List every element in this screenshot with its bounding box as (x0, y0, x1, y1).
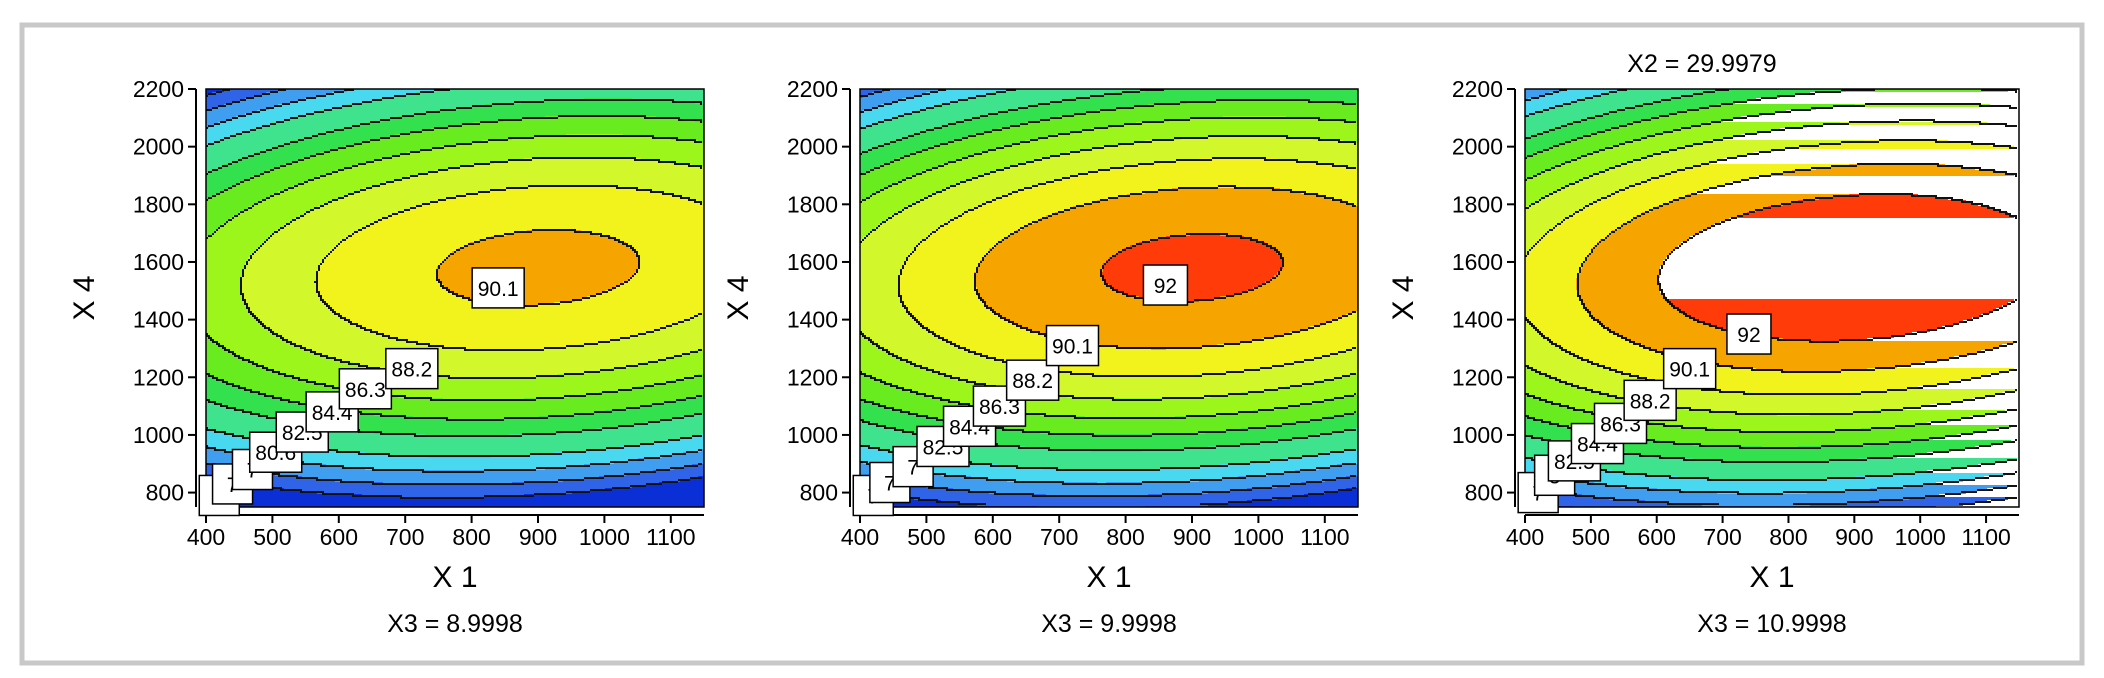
global-title: X2 = 29.9979 (1627, 50, 1776, 78)
x-tick-label-2-5: 900 (1173, 524, 1211, 550)
x-tick-label-3-7: 1100 (1961, 524, 2010, 550)
y-tick-label-2-7: 2200 (787, 76, 838, 102)
y-axis-label-1: X 4 (68, 275, 101, 320)
x-tick-label-2-2: 600 (974, 524, 1012, 550)
contour-label-3-7: 92 (1726, 313, 1772, 355)
y-tick-label-3-7: 2200 (1452, 76, 1503, 102)
y-tick-label-1-1: 1000 (133, 422, 184, 448)
y-tick-label-2-6: 2000 (787, 134, 838, 160)
contour-label-1-7: 88.2 (385, 347, 439, 390)
svg-text:90.1: 90.1 (478, 278, 519, 301)
y-tick-label-1-4: 1600 (133, 249, 184, 275)
y-axis-label-3: X 4 (1387, 275, 1420, 320)
y-tick-label-2-0: 800 (800, 480, 838, 506)
x-tick-label-3-5: 900 (1835, 524, 1873, 550)
y-tick-label-3-6: 2000 (1452, 134, 1503, 160)
x-tick-label-2-0: 400 (841, 524, 879, 550)
y-tick-label-1-5: 1800 (133, 191, 184, 217)
y-tick-label-3-4: 1600 (1452, 249, 1503, 275)
x-axis-label-2: X 1 (1086, 561, 1131, 594)
y-tick-label-1-7: 2200 (133, 76, 184, 102)
y-tick-label-3-0: 800 (1465, 480, 1503, 506)
y-tick-label-3-3: 1400 (1452, 307, 1503, 333)
plot-border-1 (205, 88, 705, 508)
contour-panel-1: 800 1000 1200 1400 1600 1800 2000 2200 400 500 600… (68, 76, 705, 638)
y-axis-label-2: X 4 (722, 275, 755, 320)
x-tick-label-3-2: 600 (1638, 524, 1676, 550)
x-tick-label-2-4: 800 (1106, 524, 1144, 550)
x-tick-label-1-1: 500 (253, 524, 291, 550)
contour-label-3-6: 90.1 (1662, 347, 1717, 390)
y-tick-label-2-2: 1200 (787, 364, 838, 390)
plot-border-3 (1524, 88, 2020, 508)
x-tick-label-2-1: 500 (907, 524, 945, 550)
x-tick-label-3-4: 800 (1769, 524, 1807, 550)
panel-caption-3: X3 = 10.9998 (1697, 610, 1846, 638)
x-tick-label-1-7: 1100 (646, 524, 695, 550)
svg-text:88.2: 88.2 (391, 359, 432, 382)
svg-text:86.3: 86.3 (345, 379, 386, 402)
x-tick-label-3-1: 500 (1572, 524, 1610, 550)
contour-label-2-7: 90.1 (1045, 324, 1100, 367)
y-tick-label-2-5: 1800 (787, 191, 838, 217)
y-tick-label-1-0: 800 (146, 480, 184, 506)
x-tick-label-3-6: 1000 (1895, 524, 1946, 550)
y-tick-label-1-2: 1200 (133, 364, 184, 390)
contour-label-1-8: 90.1 (471, 267, 525, 309)
panel-caption-1: X3 = 8.9998 (387, 610, 523, 638)
x-tick-label-1-0: 400 (187, 524, 225, 550)
contour-label-2-6: 88.2 (1005, 359, 1060, 401)
x-tick-label-1-4: 800 (452, 524, 490, 550)
x-tick-label-2-7: 1100 (1300, 524, 1349, 550)
x-tick-label-1-5: 900 (519, 524, 557, 550)
y-tick-label-2-3: 1400 (787, 307, 838, 333)
contour-surface-3 (1525, 89, 2017, 507)
y-tick-label-1-6: 2000 (133, 134, 184, 160)
x-axis-label-1: X 1 (432, 561, 477, 594)
y-tick-label-2-1: 1000 (787, 422, 838, 448)
x-tick-label-2-3: 700 (1040, 524, 1078, 550)
x-tick-label-1-2: 600 (320, 524, 358, 550)
panel-caption-2: X3 = 9.9998 (1041, 610, 1177, 638)
contour-surface-1 (206, 89, 704, 507)
x-axis-label-3: X 1 (1749, 561, 1794, 594)
contour-label-1-6: 86.3 (338, 368, 393, 410)
x-tick-label-1-3: 700 (386, 524, 424, 550)
x-tick-label-3-3: 700 (1703, 524, 1741, 550)
contour-panel-3: 800 1000 1200 1400 1600 1800 2000 2200 400 500 600… (1387, 76, 2020, 638)
y-tick-label-1-3: 1400 (133, 307, 184, 333)
y-tick-label-3-2: 1200 (1452, 364, 1503, 390)
y-tick-label-3-5: 1800 (1452, 191, 1503, 217)
y-tick-label-3-1: 1000 (1452, 422, 1503, 448)
x-tick-label-3-0: 400 (1506, 524, 1544, 550)
contour-label-2-8: 92 (1142, 264, 1189, 306)
plot-border-2 (859, 88, 1359, 508)
x-tick-label-2-6: 1000 (1233, 524, 1284, 550)
contour-panel-2: 800 1000 1200 1400 1600 1800 2000 2200 400 500 600… (722, 76, 1359, 638)
x-tick-label-1-6: 1000 (579, 524, 630, 550)
y-tick-label-2-4: 1600 (787, 249, 838, 275)
